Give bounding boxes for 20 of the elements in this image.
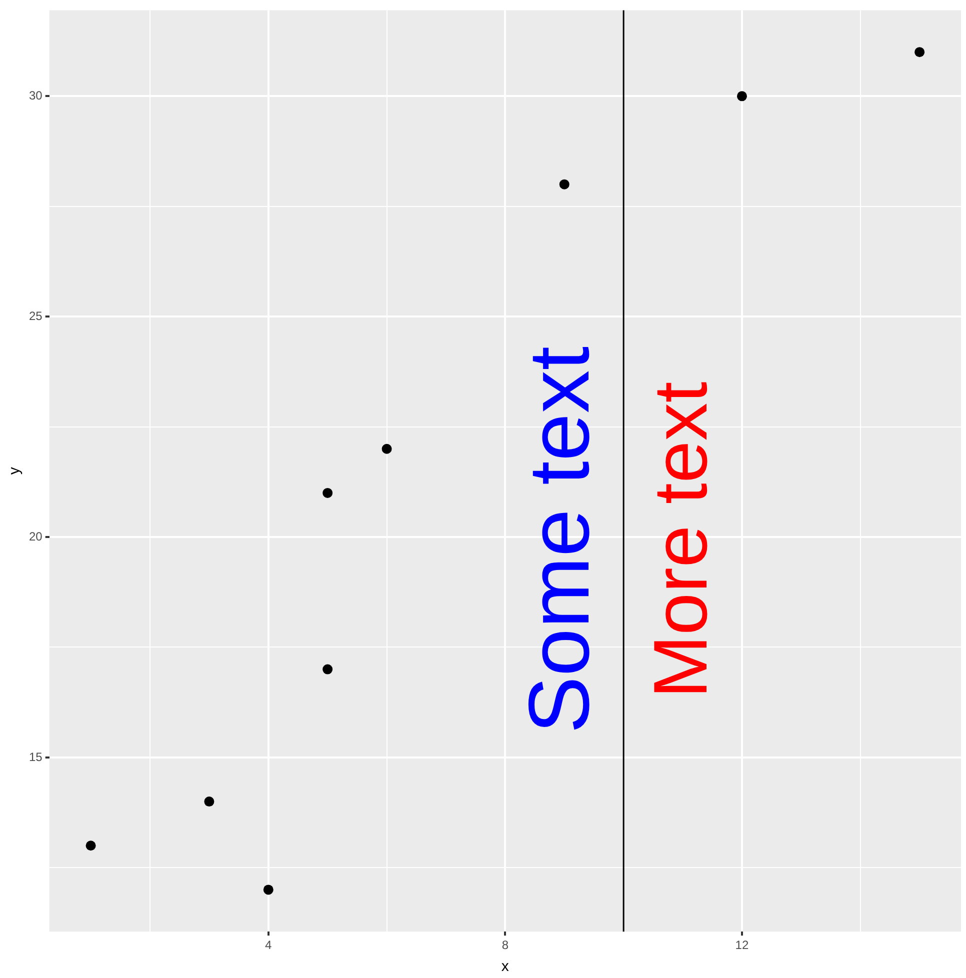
x-tick-label: 4 (265, 938, 272, 952)
point (263, 884, 274, 895)
x-tick-label: 12 (735, 938, 749, 952)
y-tick-label: 25 (28, 308, 43, 323)
point (914, 47, 925, 58)
x-axis-title: x (501, 958, 510, 976)
annotation: More text (638, 382, 724, 698)
y-tick-label: 15 (28, 750, 43, 764)
point (559, 179, 570, 190)
point (382, 444, 392, 454)
y-tick-label: 30 (28, 88, 43, 102)
point (322, 664, 333, 674)
y-tick-label: 20 (28, 529, 43, 544)
y-axis-title: y (6, 466, 24, 475)
point (736, 91, 747, 102)
x-tick-label: 8 (502, 938, 509, 952)
annotation: Some text (511, 346, 608, 734)
point (204, 796, 214, 807)
point (322, 488, 333, 498)
point (86, 840, 96, 851)
